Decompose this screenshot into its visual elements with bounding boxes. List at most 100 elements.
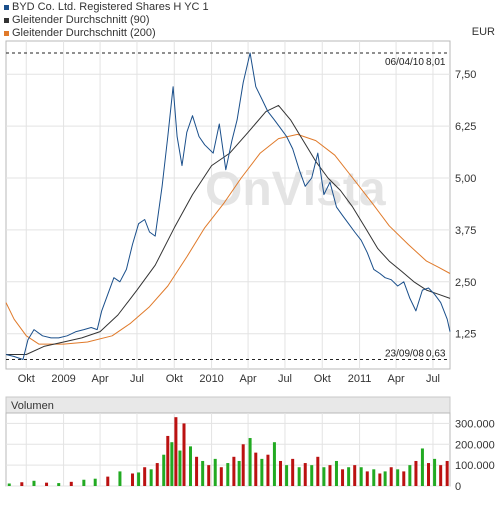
volume-bar <box>297 467 301 486</box>
volume-bar <box>408 465 412 486</box>
y-tick-label: 6,25 <box>455 121 476 133</box>
legend-label-ma200: Gleitender Durchschnitt (200) <box>12 27 156 39</box>
price-line <box>5 52 451 360</box>
volume-bar <box>341 469 345 486</box>
volume-bar <box>420 448 424 486</box>
volume-bar <box>389 467 393 486</box>
y-tick-label: 7,50 <box>455 69 476 81</box>
volume-bars <box>7 417 449 486</box>
high-marker-date: 06/04/10 <box>385 57 424 68</box>
volume-bar <box>7 483 11 486</box>
volume-bar <box>365 471 369 486</box>
ma90-series <box>6 104 451 355</box>
volume-bar <box>32 480 36 486</box>
volume-y-tick-label: 100.000 <box>455 460 495 472</box>
legend-label-ma90: Gleitender Durchschnitt (90) <box>12 14 150 26</box>
volume-bar <box>106 476 110 486</box>
volume-bar <box>57 483 61 486</box>
volume-bar <box>445 460 449 486</box>
x-tick-label: 2009 <box>51 373 75 385</box>
volume-bar <box>378 473 382 486</box>
volume-bar <box>334 460 338 486</box>
volume-bar <box>149 469 153 486</box>
volume-bar <box>155 463 159 486</box>
volume-bar <box>118 471 122 486</box>
volume-bar <box>201 460 205 486</box>
x-tick-label: Jul <box>426 373 440 385</box>
volume-bar <box>310 465 314 486</box>
x-tick-label: Apr <box>388 373 405 385</box>
volume-bar <box>166 435 170 486</box>
volume-header-bar <box>5 396 451 414</box>
legend-item-ma200: Gleitender Durchschnitt (200) <box>4 27 209 40</box>
volume-bar <box>248 438 252 486</box>
x-tick-label: Apr <box>240 373 257 385</box>
volume-bar <box>414 460 418 486</box>
y-axis: 7,50 6,25 5,00 3,75 2,50 1,25 <box>455 69 476 340</box>
volume-bar <box>359 467 363 486</box>
volume-bar <box>383 471 387 486</box>
legend-swatch-price <box>4 5 9 10</box>
volume-bar <box>45 482 49 486</box>
volume-bar <box>427 463 431 486</box>
y-tick-label: 2,50 <box>455 277 476 289</box>
volume-bar <box>93 478 97 486</box>
volume-bar <box>260 458 264 486</box>
x-axis: Okt 2009 Apr Jul Okt 2010 Apr Jul Okt 2011 Apr Jul <box>18 373 440 385</box>
x-tick-label: 2010 <box>199 373 223 385</box>
legend-item-ma90: Gleitender Durchschnitt (90) <box>4 14 209 27</box>
volume-bar <box>328 465 332 486</box>
volume-bar <box>439 465 443 486</box>
legend-item-price: BYD Co. Ltd. Registered Shares H YC 1 <box>4 1 209 14</box>
ma200-line <box>5 133 451 345</box>
legend-swatch-ma90 <box>4 18 9 23</box>
volume-bar <box>170 442 174 486</box>
ma90-line <box>6 104 451 355</box>
volume-bar <box>174 417 178 486</box>
x-tick-label: Apr <box>92 373 109 385</box>
volume-bar <box>162 454 166 486</box>
volume-bar <box>188 446 192 486</box>
volume-y-axis: 300.000 200.000 100.000 0 <box>455 418 495 493</box>
x-tick-label: Jul <box>278 373 292 385</box>
volume-bar <box>285 465 289 486</box>
y-tick-label: 1,25 <box>455 329 476 341</box>
chart-legend: BYD Co. Ltd. Registered Shares H YC 1 Gl… <box>4 1 209 40</box>
currency-label: EUR <box>471 26 495 38</box>
volume-bar <box>131 473 135 486</box>
volume-bar <box>219 467 223 486</box>
low-marker-date: 23/09/08 <box>385 348 424 359</box>
legend-swatch-ma200 <box>4 31 9 36</box>
volume-bar <box>137 472 141 486</box>
x-tick-label: Okt <box>18 373 35 385</box>
volume-bar <box>82 479 86 486</box>
volume-bar <box>182 423 186 486</box>
volume-bar <box>143 467 147 486</box>
grid <box>6 41 450 369</box>
low-marker-value: 0,63 <box>426 348 446 359</box>
volume-bar <box>195 456 199 486</box>
volume-bar <box>279 460 283 486</box>
volume-bar <box>291 458 295 486</box>
x-tick-label: Jul <box>130 373 144 385</box>
volume-bar <box>69 481 73 486</box>
volume-bar <box>402 471 406 486</box>
volume-grid <box>6 413 450 487</box>
volume-title: Volumen <box>11 400 54 412</box>
watermark: OnVista <box>205 163 386 216</box>
volume-bar <box>237 460 241 486</box>
x-tick-label: Okt <box>314 373 331 385</box>
volume-bar <box>322 467 326 486</box>
volume-bar <box>433 458 437 486</box>
y-tick-label: 3,75 <box>455 225 476 237</box>
volume-bar <box>347 467 351 486</box>
ma200-series <box>5 133 451 345</box>
plot-area <box>5 40 451 370</box>
volume-bar <box>303 463 307 486</box>
volume-y-tick-label: 200.000 <box>455 439 495 451</box>
annotations: 06/04/10 8,01 23/09/08 0,63 <box>6 52 450 360</box>
volume-bar <box>178 450 182 486</box>
x-tick-label: Okt <box>166 373 183 385</box>
price-series <box>5 52 451 360</box>
